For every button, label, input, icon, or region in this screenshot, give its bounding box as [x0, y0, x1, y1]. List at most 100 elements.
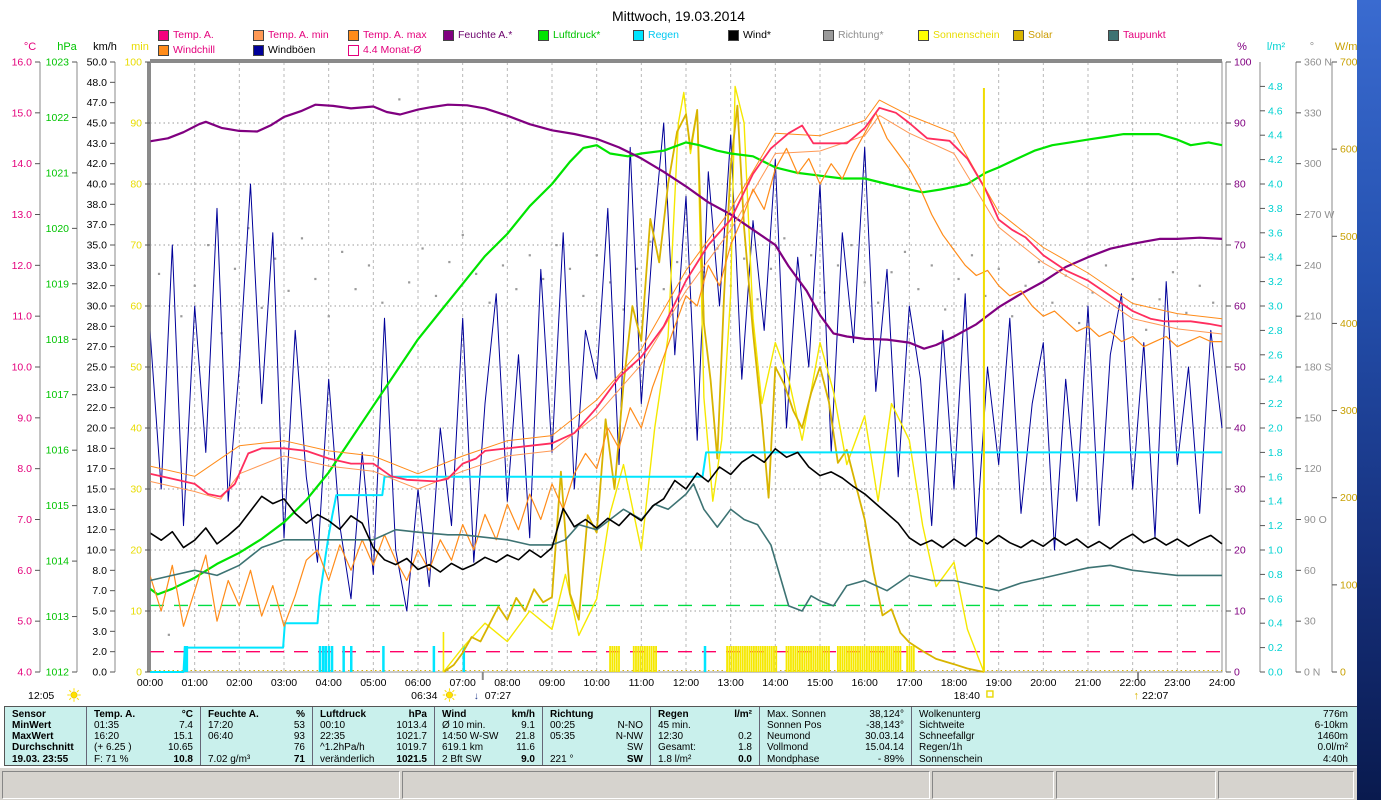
- axis-label: 17.0: [87, 463, 108, 475]
- table-row: Feuchte A.%: [208, 708, 305, 720]
- axis-label: 3.8: [1268, 203, 1283, 215]
- sunshine-bar: [892, 646, 895, 672]
- chart-legend-row-2: Windchill Windböen 4.4 Monat-Ø: [0, 44, 1357, 56]
- richtung-dot: [903, 250, 907, 253]
- table-row: 619.1 km 11.6: [442, 742, 535, 754]
- richtung-dot: [300, 237, 304, 240]
- sun-icon: [70, 691, 78, 699]
- rain-event-bar: [462, 646, 466, 672]
- legend-item-feuchte-a-: Feuchte A.*: [443, 29, 512, 41]
- axis-label: 2.0: [92, 646, 107, 658]
- axis-label: 360 N: [1304, 57, 1332, 69]
- sunshine-bar: [852, 646, 855, 672]
- legend-swatch-icon: [1013, 29, 1024, 41]
- axis-label: 04:00: [316, 677, 342, 689]
- richtung-dot: [676, 260, 679, 264]
- richtung-dot: [635, 267, 639, 270]
- axis-label: 700: [1340, 57, 1358, 69]
- table-row: (+ 6.25 ) 10.65: [94, 742, 193, 754]
- axis-label: 35.0: [87, 240, 108, 252]
- sunshine-bar: [748, 646, 751, 672]
- axis-label: 50: [130, 362, 142, 374]
- richtung-dot: [157, 272, 161, 276]
- axis-label: 30: [1304, 616, 1316, 628]
- richtung-dot: [997, 267, 1000, 270]
- sunshine-bar: [836, 646, 839, 672]
- series-solar: [442, 104, 985, 673]
- series-sonnenschein: [442, 85, 985, 673]
- axis-label: 4.6: [1268, 105, 1283, 117]
- richtung-dot: [1158, 298, 1161, 301]
- table-row: MaxWert: [12, 731, 54, 743]
- sunshine-bar: [819, 646, 821, 672]
- axis-label: 01:00: [182, 677, 208, 689]
- axis-label: 90 O: [1304, 514, 1327, 526]
- axis-label: 80: [130, 179, 142, 191]
- legend-label: Sonnenschein: [933, 29, 1000, 41]
- table-row: Mondphase - 89%: [767, 753, 904, 765]
- richtung-dot: [434, 294, 438, 298]
- axis-label: 19:00: [986, 677, 1012, 689]
- axis-label: 200: [1340, 492, 1358, 504]
- axis-label: 1.6: [1268, 471, 1283, 483]
- richtung-dot: [314, 277, 317, 281]
- sunshine-bar: [787, 646, 790, 672]
- axis-label: 10.0: [12, 362, 33, 374]
- axis-label: 21:00: [1075, 677, 1101, 689]
- richtung-dot: [1037, 260, 1041, 264]
- axis-label: 05:00: [360, 677, 386, 689]
- axis-label: 12.0: [12, 260, 33, 272]
- richtung-dot: [1198, 284, 1201, 287]
- axis-label: 1021: [46, 167, 70, 179]
- sunshine-bar: [807, 646, 810, 672]
- sunshine-bar: [635, 646, 637, 672]
- legend-label: Solar: [1028, 29, 1053, 41]
- table-row: Sonnenschein 4:40h: [919, 753, 1348, 765]
- richtung-dot: [1171, 271, 1175, 274]
- axis-label: 42.0: [87, 158, 108, 170]
- axis-label: 4.4: [1268, 130, 1283, 142]
- axis-label: 50.0: [87, 57, 108, 69]
- sunshine-bar: [648, 646, 651, 672]
- sunshine-bar: [794, 646, 797, 672]
- legend-label: Wind*: [743, 29, 772, 41]
- legend-swatch-icon: [918, 29, 929, 41]
- sunshine-bar: [618, 646, 620, 672]
- richtung-dot: [756, 298, 759, 301]
- richtung-dot: [595, 254, 598, 257]
- richtung-dot: [810, 254, 813, 257]
- axis-label: 14:00: [762, 677, 788, 689]
- axis-label: 1.2: [1268, 520, 1283, 532]
- axis-label: 18:00: [941, 677, 967, 689]
- sunshine-bar: [764, 646, 766, 672]
- sunshine-bar: [796, 646, 799, 672]
- sunshine-bar: [785, 646, 788, 672]
- status-bar: [0, 768, 1357, 800]
- sunshine-bar: [792, 646, 795, 672]
- axis-label: hPa: [57, 41, 77, 53]
- table-row: 17:20 53: [208, 719, 305, 731]
- table-row: Wolkenunterg 776m: [919, 708, 1348, 720]
- axis-label: 43.0: [87, 138, 108, 150]
- axis-label: 07:00: [450, 677, 476, 689]
- table-row: 14:50 W-SW 21.8: [442, 731, 535, 743]
- sunshine-bar: [863, 646, 866, 672]
- rain-event-bar: [330, 646, 334, 672]
- sunshine-bar: [899, 646, 902, 672]
- sunshine-bar: [906, 646, 908, 672]
- axis-label: 5.0: [17, 616, 32, 628]
- axis-label: 1.8: [1268, 447, 1283, 459]
- sunshine-bar: [857, 646, 859, 672]
- axis-label: 40.0: [87, 179, 108, 191]
- richtung-dot: [1024, 284, 1027, 287]
- legend-swatch-icon: [158, 44, 169, 56]
- legend-swatch-icon: [253, 29, 264, 41]
- table-row: 76: [293, 742, 305, 754]
- legend-item-temp-a-max: Temp. A. max: [348, 29, 427, 41]
- table-column: Luftdruck hPa 00:10 1013.4 22:35 1021.7 ^1.2hP…: [313, 707, 435, 765]
- axis-label: 00:00: [137, 677, 163, 689]
- rain-event-bar: [382, 646, 385, 672]
- table-column: Feuchte A.% 17:20 53 06:40 93 76 7.02 g/m³ 71: [201, 707, 313, 765]
- rain-event-bar: [185, 646, 189, 672]
